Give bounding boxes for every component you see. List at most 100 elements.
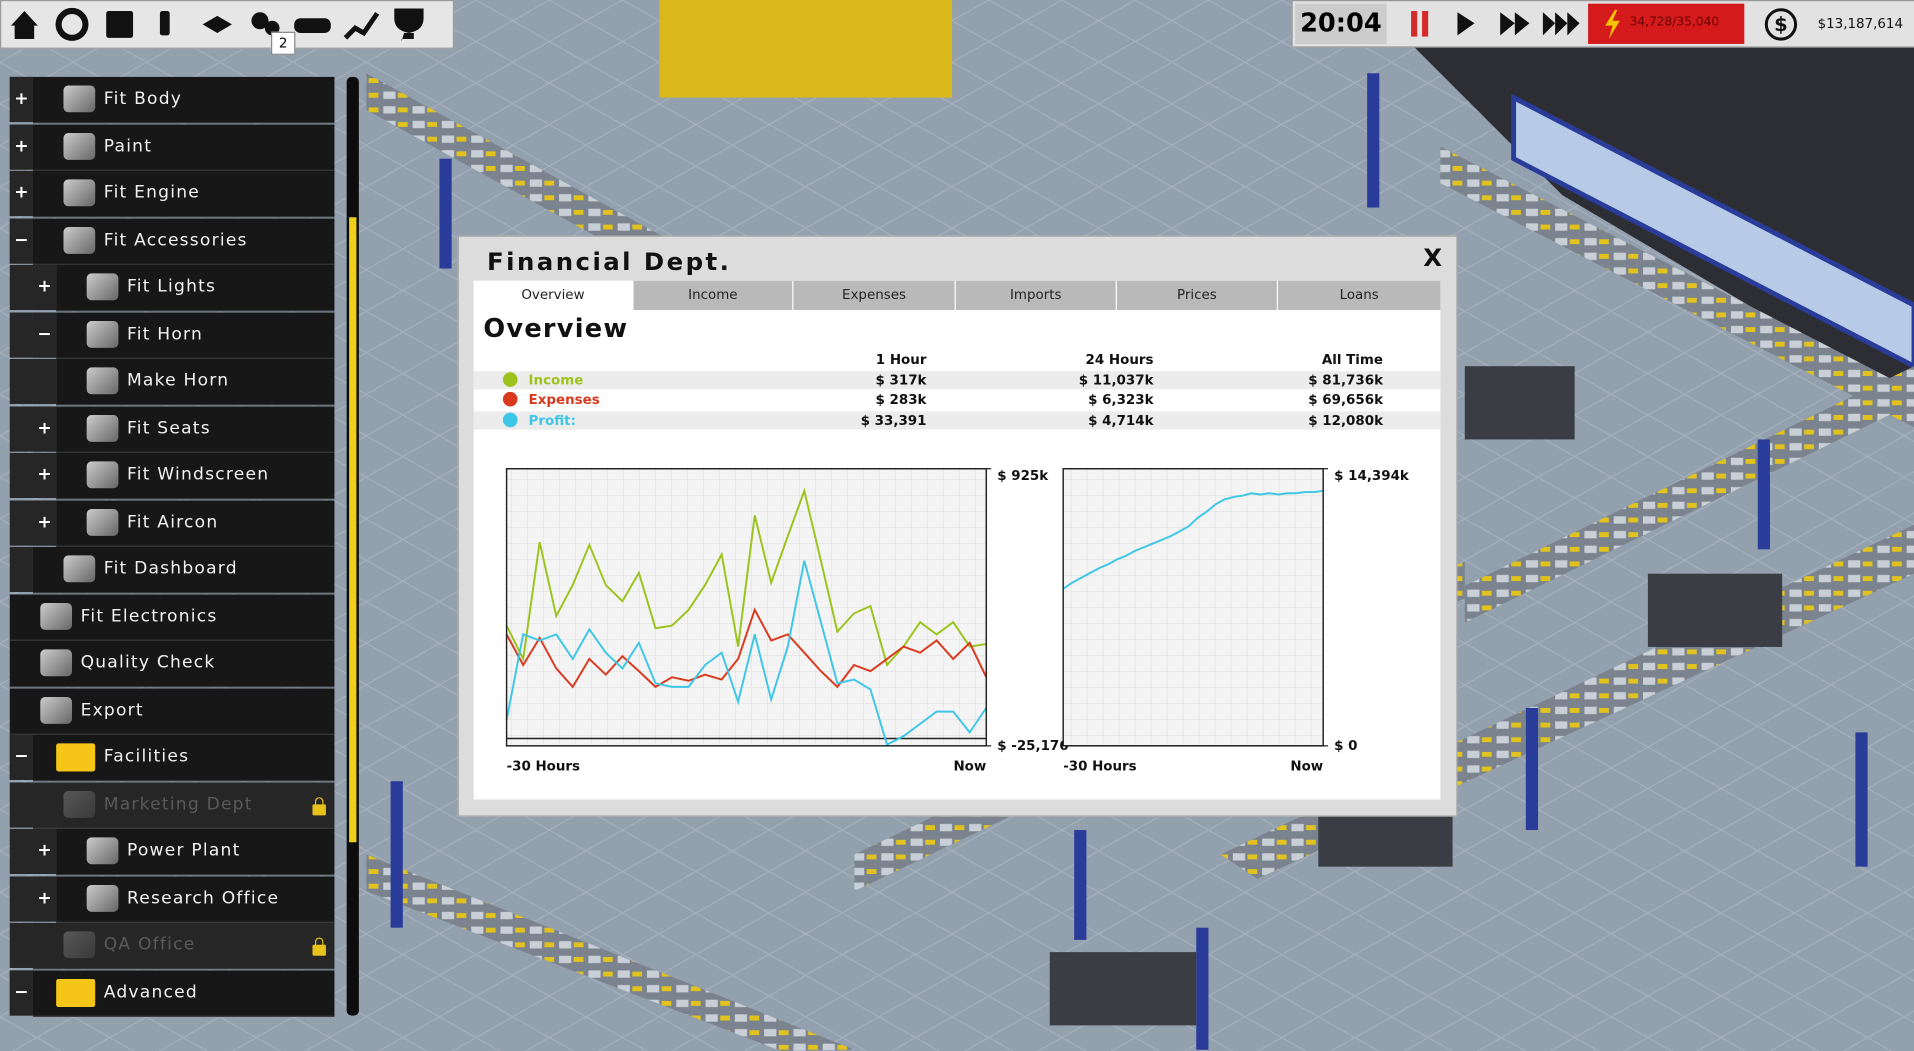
tab[interactable]: Loans (1278, 280, 1441, 311)
power-icon (1605, 9, 1620, 40)
item-icon (86, 367, 119, 395)
expand-toggle[interactable]: − (9, 217, 33, 264)
play-button[interactable] (1457, 12, 1475, 36)
menu-label: Fit Electronics (80, 606, 218, 626)
menu-item[interactable]: Fit Engine (32, 170, 335, 218)
menu-label: Fit Engine (103, 183, 201, 203)
research-icon[interactable] (159, 10, 170, 36)
menu-item[interactable]: Fit Horn (56, 311, 335, 359)
item-icon (40, 649, 73, 677)
scroll-thumb[interactable] (349, 217, 357, 843)
expand-toggle[interactable]: − (9, 969, 33, 1015)
cars-icon[interactable] (294, 18, 331, 33)
settings-icon[interactable] (55, 7, 89, 41)
tab[interactable]: Imports (955, 280, 1116, 311)
expand-toggle[interactable]: + (32, 452, 57, 499)
menu-item[interactable]: Fit Accessories (32, 217, 335, 265)
fastest-button[interactable] (1542, 12, 1580, 36)
scrollbar[interactable] (346, 76, 359, 1016)
menu-item[interactable]: Fit Seats (56, 405, 335, 453)
plot-border (1062, 468, 1324, 747)
menu-label: Quality Check (80, 653, 216, 673)
menu-item[interactable]: Paint (32, 123, 335, 171)
expand-toggle[interactable]: + (32, 828, 57, 874)
lock-shackle (314, 796, 324, 806)
item-icon (86, 461, 119, 489)
menu-item[interactable]: Fit Windscreen (56, 452, 335, 500)
menu-item[interactable]: Marketing Dept (32, 781, 335, 829)
tab[interactable]: Prices (1116, 280, 1277, 311)
expand-toggle[interactable]: + (9, 76, 33, 123)
fast-button[interactable] (1500, 12, 1530, 36)
item-icon (63, 555, 96, 583)
series-line (505, 560, 988, 747)
menu-label: Advanced (103, 982, 198, 1002)
toolbar: 2 (0, 0, 455, 55)
menu-item[interactable]: Fit Lights (56, 264, 335, 312)
menu-item[interactable]: Fit Dashboard (32, 546, 335, 594)
power-text: 34,728/35,040 (1629, 15, 1720, 30)
menu-item[interactable]: Advanced (32, 969, 335, 1017)
item-icon (86, 273, 119, 301)
menu-item[interactable]: Power Plant (56, 828, 335, 876)
tab[interactable]: Overview (473, 280, 633, 311)
expand-toggle[interactable]: − (9, 734, 33, 781)
folder-icon (56, 743, 96, 772)
tab[interactable]: Income (633, 280, 793, 311)
item-icon (63, 85, 96, 113)
menu-label: Fit Dashboard (103, 559, 238, 579)
expand-toggle[interactable]: + (32, 875, 57, 921)
save-icon[interactable] (106, 10, 134, 38)
table-cell: $ 12,080k (1308, 412, 1384, 429)
menu-item[interactable]: Fit Body (32, 76, 335, 124)
plot-border (505, 468, 988, 747)
menu-label: Facilities (103, 747, 190, 767)
section-heading: Overview (483, 313, 629, 344)
expand-toggle[interactable]: + (9, 170, 33, 217)
y-tick-label: $ -25,176 (997, 739, 1068, 754)
item-icon (63, 790, 96, 818)
expand-toggle[interactable]: + (32, 264, 57, 311)
close-button[interactable]: X (1423, 242, 1443, 273)
expand-toggle[interactable]: + (32, 499, 57, 546)
lock-shackle (314, 937, 324, 947)
svg-text:$: $ (1774, 13, 1788, 36)
menu-item[interactable]: QA Office (32, 922, 335, 970)
toggle-column (9, 311, 33, 358)
home-icon[interactable] (10, 10, 38, 40)
tab[interactable]: Expenses (793, 280, 955, 311)
staff-icon[interactable] (251, 12, 269, 30)
menu-label: Power Plant (126, 841, 241, 861)
toggle-column (9, 264, 33, 311)
menu-item[interactable]: Export (9, 687, 335, 735)
menu-label: Fit Body (103, 89, 183, 109)
trophy-icon[interactable] (394, 8, 424, 42)
menu-item[interactable]: Facilities (32, 734, 335, 782)
menu-item[interactable]: Make Horn (56, 358, 335, 406)
menu-item[interactable]: Fit Aircon (56, 499, 335, 547)
stats-icon[interactable] (343, 12, 380, 40)
build-icon[interactable] (202, 15, 232, 33)
menu-label: Make Horn (126, 371, 230, 391)
x-tick-label: -30 Hours (507, 760, 580, 775)
expand-toggle[interactable]: + (9, 123, 33, 170)
expand-toggle[interactable]: + (32, 405, 57, 452)
menu-item[interactable]: Research Office (56, 875, 335, 923)
y-tick-label: $ 0 (1334, 739, 1357, 754)
power-meter: 34,728/35,040 (1588, 3, 1745, 44)
menu-item[interactable]: Fit Electronics (9, 593, 335, 641)
item-icon (86, 837, 119, 865)
toggle-column (9, 499, 33, 546)
menu-label: Paint (103, 136, 153, 156)
pause-button[interactable] (1411, 10, 1429, 37)
menu-label: Fit Aircon (126, 512, 219, 532)
expand-toggle[interactable]: − (32, 311, 57, 358)
table-cell: $ 33,391 (860, 412, 927, 429)
item-icon (63, 179, 96, 207)
menu-item[interactable]: Quality Check (9, 640, 335, 688)
x-tick-label: Now (953, 760, 986, 775)
table-cell: $ 317k (875, 372, 927, 389)
item-icon (86, 320, 119, 348)
toggle-column (9, 358, 33, 405)
